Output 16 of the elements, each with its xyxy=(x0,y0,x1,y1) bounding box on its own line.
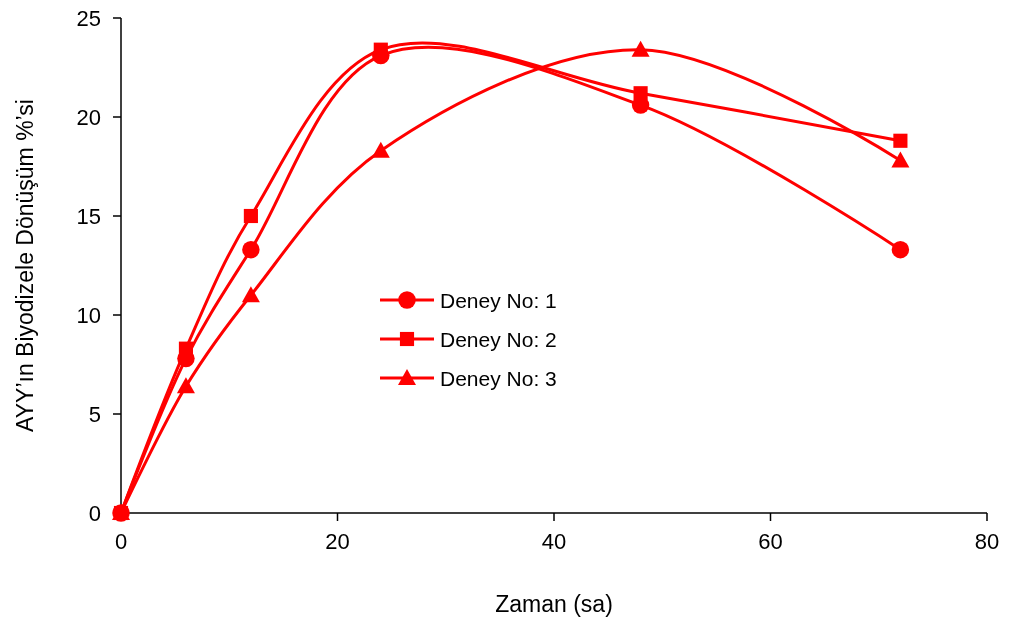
x-tick-label: 20 xyxy=(325,529,350,554)
y-tick-label: 0 xyxy=(88,501,101,526)
x-tick-label: 0 xyxy=(114,529,128,554)
legend-label: Deney No: 2 xyxy=(440,328,557,351)
y-tick-label: 25 xyxy=(76,6,101,31)
x-tick-label: 40 xyxy=(541,529,567,554)
x-axis-title: Zaman (sa) xyxy=(495,591,613,617)
x-tick-label: 60 xyxy=(758,529,783,554)
legend-label: Deney No: 1 xyxy=(440,289,557,312)
legend-label: Deney No: 3 xyxy=(440,367,557,390)
y-tick-label: 5 xyxy=(88,402,101,427)
y-tick-label: 20 xyxy=(76,105,101,130)
y-tick-label: 10 xyxy=(76,303,101,328)
x-tick-label: 80 xyxy=(974,529,1000,554)
y-axis-title: AYY’ın Biyodizele Dönüşüm %’si xyxy=(12,99,38,432)
y-tick-label: 15 xyxy=(76,204,101,229)
